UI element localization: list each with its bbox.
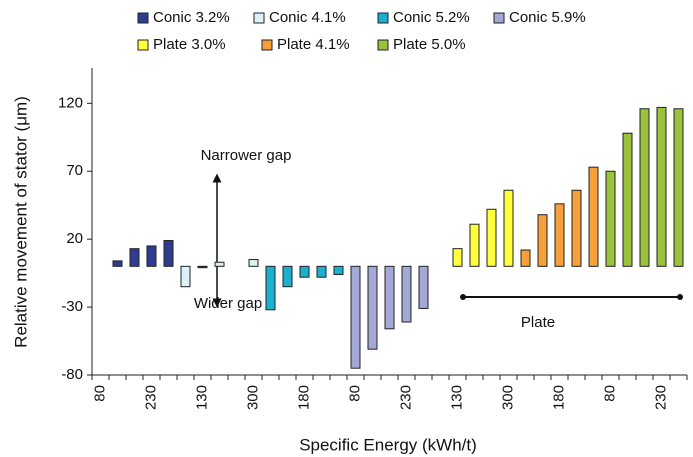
legend-swatch (261, 39, 273, 51)
bar (520, 249, 531, 267)
bar (367, 265, 378, 350)
y-tick-label: -80 (61, 366, 83, 383)
legend-swatch (377, 12, 389, 24)
x-axis-label: Specific Energy (kWh/t) (299, 435, 477, 454)
x-tick-label: 230 (652, 385, 669, 410)
annotation: Plate (521, 314, 555, 331)
legend-label: Plate 4.1% (277, 36, 350, 53)
y-tick-label: 20 (66, 230, 83, 247)
bar (248, 259, 259, 267)
legend-label: Conic 3.2% (153, 9, 230, 26)
bar (163, 240, 174, 267)
x-tick-label: 230 (142, 385, 159, 410)
bar (316, 265, 327, 278)
bar (112, 260, 123, 267)
x-tick-label: 80 (346, 385, 363, 402)
bar (673, 108, 684, 267)
bar (214, 261, 225, 267)
legend-swatch (253, 12, 265, 24)
x-tick-label: 180 (295, 385, 312, 410)
x-tick-label: 230 (397, 385, 414, 410)
plate-line-end (460, 294, 466, 300)
x-tick-label: 130 (193, 385, 210, 410)
bar (452, 248, 463, 267)
bar (384, 265, 395, 330)
legend-swatch (137, 39, 149, 51)
legend-label: Conic 4.1% (269, 9, 346, 26)
bar (656, 106, 667, 267)
bar (571, 189, 582, 267)
bar (639, 108, 650, 267)
x-tick-label: 130 (448, 385, 465, 410)
legend-swatch (493, 12, 505, 24)
bar (622, 132, 633, 267)
bar (282, 265, 293, 288)
y-tick-label: -30 (61, 298, 83, 315)
bar (554, 203, 565, 267)
bar (197, 265, 208, 269)
legend-label: Plate 5.0% (393, 36, 466, 53)
y-axis-label: Relative movement of stator (μm) (11, 96, 30, 348)
bar (418, 265, 429, 309)
bar (129, 248, 140, 267)
legend-swatch (137, 12, 149, 24)
legend-label: Conic 5.2% (393, 9, 470, 26)
bar (146, 245, 157, 267)
bar (265, 265, 276, 311)
plate-line-end (677, 294, 683, 300)
bar (588, 166, 599, 267)
x-tick-label: 180 (550, 385, 567, 410)
legend-label: Plate 3.0% (153, 36, 226, 53)
bar (605, 170, 616, 267)
annotation: Wider gap (194, 295, 262, 312)
bar (180, 265, 191, 288)
x-tick-label: 80 (601, 385, 618, 402)
x-tick-label: 300 (244, 385, 261, 410)
bar (486, 208, 497, 267)
bar (537, 214, 548, 267)
x-tick-label: 300 (499, 385, 516, 410)
legend-swatch (377, 39, 389, 51)
bar (401, 265, 412, 323)
bar (469, 223, 480, 267)
annotation: Narrower gap (201, 147, 292, 164)
bar (299, 265, 310, 278)
bar (350, 265, 361, 369)
bar (503, 189, 514, 267)
bar (333, 265, 344, 275)
y-tick-label: 70 (66, 162, 83, 179)
y-tick-label: 120 (58, 94, 83, 111)
legend-label: Conic 5.9% (509, 9, 586, 26)
x-tick-label: 80 (91, 385, 108, 402)
